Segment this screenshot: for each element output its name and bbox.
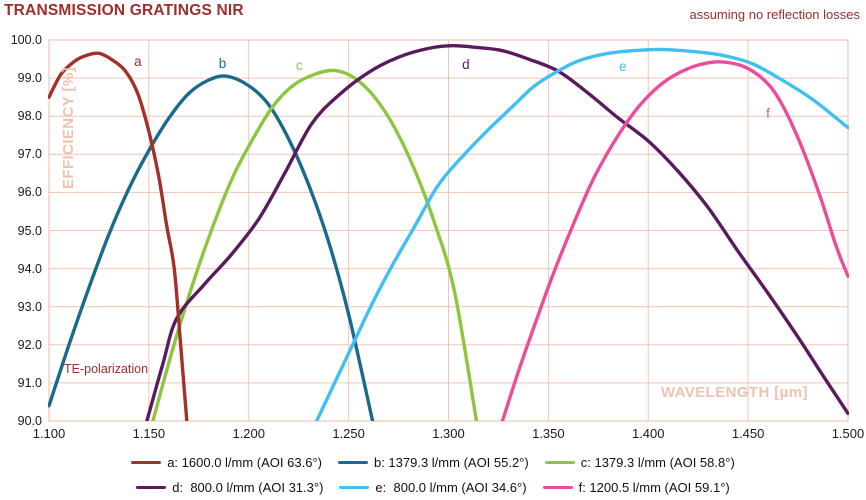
y-tick-label: 90.0 (17, 414, 42, 428)
legend-item-a: a: 1600.0 l/mm (AOI 63.6°) (131, 452, 322, 473)
x-tick-label: 1.200 (232, 426, 266, 441)
legend-label-e: e: 800.0 l/mm (AOI 34.6°) (375, 480, 527, 495)
curve-label-c: c (295, 57, 303, 73)
series-curve-e (314, 47, 849, 421)
legend-label-c: c: 1379.3 l/mm (AOI 58.8°) (580, 455, 735, 470)
x-tick-label: 1.100 (32, 426, 66, 441)
x-tick-label: 1.250 (332, 426, 365, 441)
legend-item-d: d: 800.0 l/mm (AOI 31.3°) (136, 477, 323, 498)
curve-label-e: e (619, 59, 627, 75)
series-curve-b (48, 74, 375, 421)
series-curve-a (48, 51, 189, 421)
legend-item-c: c: 1379.3 l/mm (AOI 58.8°) (544, 452, 735, 473)
legend-item-b: b: 1379.3 l/mm (AOI 55.2°) (337, 452, 529, 473)
x-tick-label: 1.450 (731, 426, 765, 441)
y-tick-label: 92.0 (17, 337, 42, 352)
y-tick-label: 94.0 (17, 261, 42, 276)
y-tick-label: 93.0 (17, 299, 42, 314)
y-tick-label: 95.0 (17, 223, 42, 238)
annotation-top-right: assuming no reflection losses (689, 7, 860, 22)
legend: a: 1600.0 l/mm (AOI 63.6°) b: 1379.3 l/mm… (0, 452, 866, 498)
legend-swatch-a (131, 460, 162, 465)
y-tick-label: 98.0 (17, 109, 42, 124)
legend-row: d: 800.0 l/mm (AOI 31.3°) e: 800.0 l/mm (… (0, 477, 866, 498)
curve-label-d: d (462, 57, 470, 73)
legend-label-b: b: 1379.3 l/mm (AOI 55.2°) (373, 455, 529, 470)
legend-swatch-d (136, 485, 167, 490)
legend-label-a: a: 1600.0 l/mm (AOI 63.6°) (167, 455, 322, 470)
x-axis-title: WAVELENGTH [µm] (661, 384, 808, 401)
curve-label-f: f (766, 106, 770, 122)
series-curve-c (151, 68, 479, 421)
legend-swatch-b (337, 460, 368, 465)
y-axis-title: EFFICIENCY [%] (60, 67, 77, 189)
legend-item-f: f: 1200.5 l/mm (AOI 59.1°) (542, 477, 730, 498)
legend-swatch-e (339, 485, 370, 490)
y-tick-label: 91.0 (17, 375, 42, 390)
curve-label-a: a (134, 54, 142, 70)
plot-border (48, 39, 849, 422)
x-tick-label: 1.150 (132, 426, 166, 441)
y-tick-label: 96.0 (17, 185, 42, 200)
series-curve-f (500, 60, 849, 421)
curve-label-b: b (218, 55, 227, 71)
y-tick-label: 99.0 (17, 71, 42, 86)
legend-item-e: e: 800.0 l/mm (AOI 34.6°) (339, 477, 527, 498)
legend-label-f: f: 1200.5 l/mm (AOI 59.1°) (578, 480, 730, 495)
x-tick-label: 1.500 (831, 426, 865, 441)
plot-area (48, 39, 849, 422)
y-tick-label: 97.0 (17, 147, 42, 162)
x-tick-label: 1.300 (432, 426, 465, 441)
polarization-note: TE-polarization (64, 362, 149, 376)
x-tick-label: 1.400 (631, 426, 665, 441)
page-title: TRANSMISSION GRATINGS NIR (4, 2, 244, 19)
legend-label-d: d: 800.0 l/mm (AOI 31.3°) (172, 480, 324, 495)
legend-swatch-c (544, 460, 575, 465)
series-curve-d (145, 44, 849, 421)
legend-row: a: 1600.0 l/mm (AOI 63.6°) b: 1379.3 l/mm… (0, 452, 866, 473)
x-tick-label: 1.350 (532, 426, 565, 441)
legend-swatch-f (542, 485, 573, 490)
y-tick-label: 100.0 (10, 33, 42, 47)
